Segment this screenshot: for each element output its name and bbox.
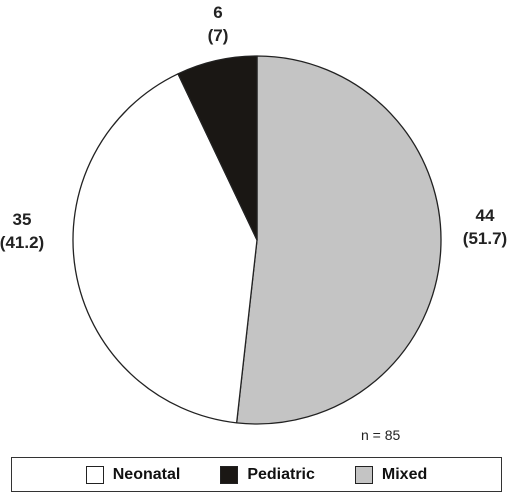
slice-count-label-neonatal: 35 — [13, 210, 32, 229]
sample-size-note: n = 85 — [361, 427, 401, 443]
slice-labels: 35 (41.2) 6 (7) 44 (51.7) — [0, 3, 507, 252]
legend-label-mixed: Mixed — [381, 465, 428, 483]
slice-percent-label-neonatal: (41.2) — [0, 233, 44, 252]
legend-swatch-neonatal — [85, 465, 104, 484]
slice-count-label-pediatric: 6 — [213, 3, 222, 22]
pie-slice-mixed — [235, 55, 442, 425]
legend-item-mixed: Mixed — [354, 465, 428, 484]
legend: Neonatal Pediatric Mixed — [11, 457, 502, 492]
legend-item-pediatric: Pediatric — [220, 465, 315, 484]
legend-swatch-mixed — [354, 465, 373, 484]
legend-swatch-pediatric — [220, 465, 239, 484]
legend-label-neonatal: Neonatal — [112, 465, 181, 483]
slice-count-label-mixed: 44 — [476, 206, 495, 225]
slice-percent-label-pediatric: (7) — [208, 26, 229, 45]
pie-slice-neonatal — [72, 73, 258, 424]
pie-slices — [72, 55, 442, 425]
pie-slice-pediatric — [177, 55, 258, 241]
slice-percent-label-mixed: (51.7) — [463, 229, 507, 248]
legend-item-neonatal: Neonatal — [85, 465, 181, 484]
legend-label-pediatric: Pediatric — [247, 465, 315, 483]
